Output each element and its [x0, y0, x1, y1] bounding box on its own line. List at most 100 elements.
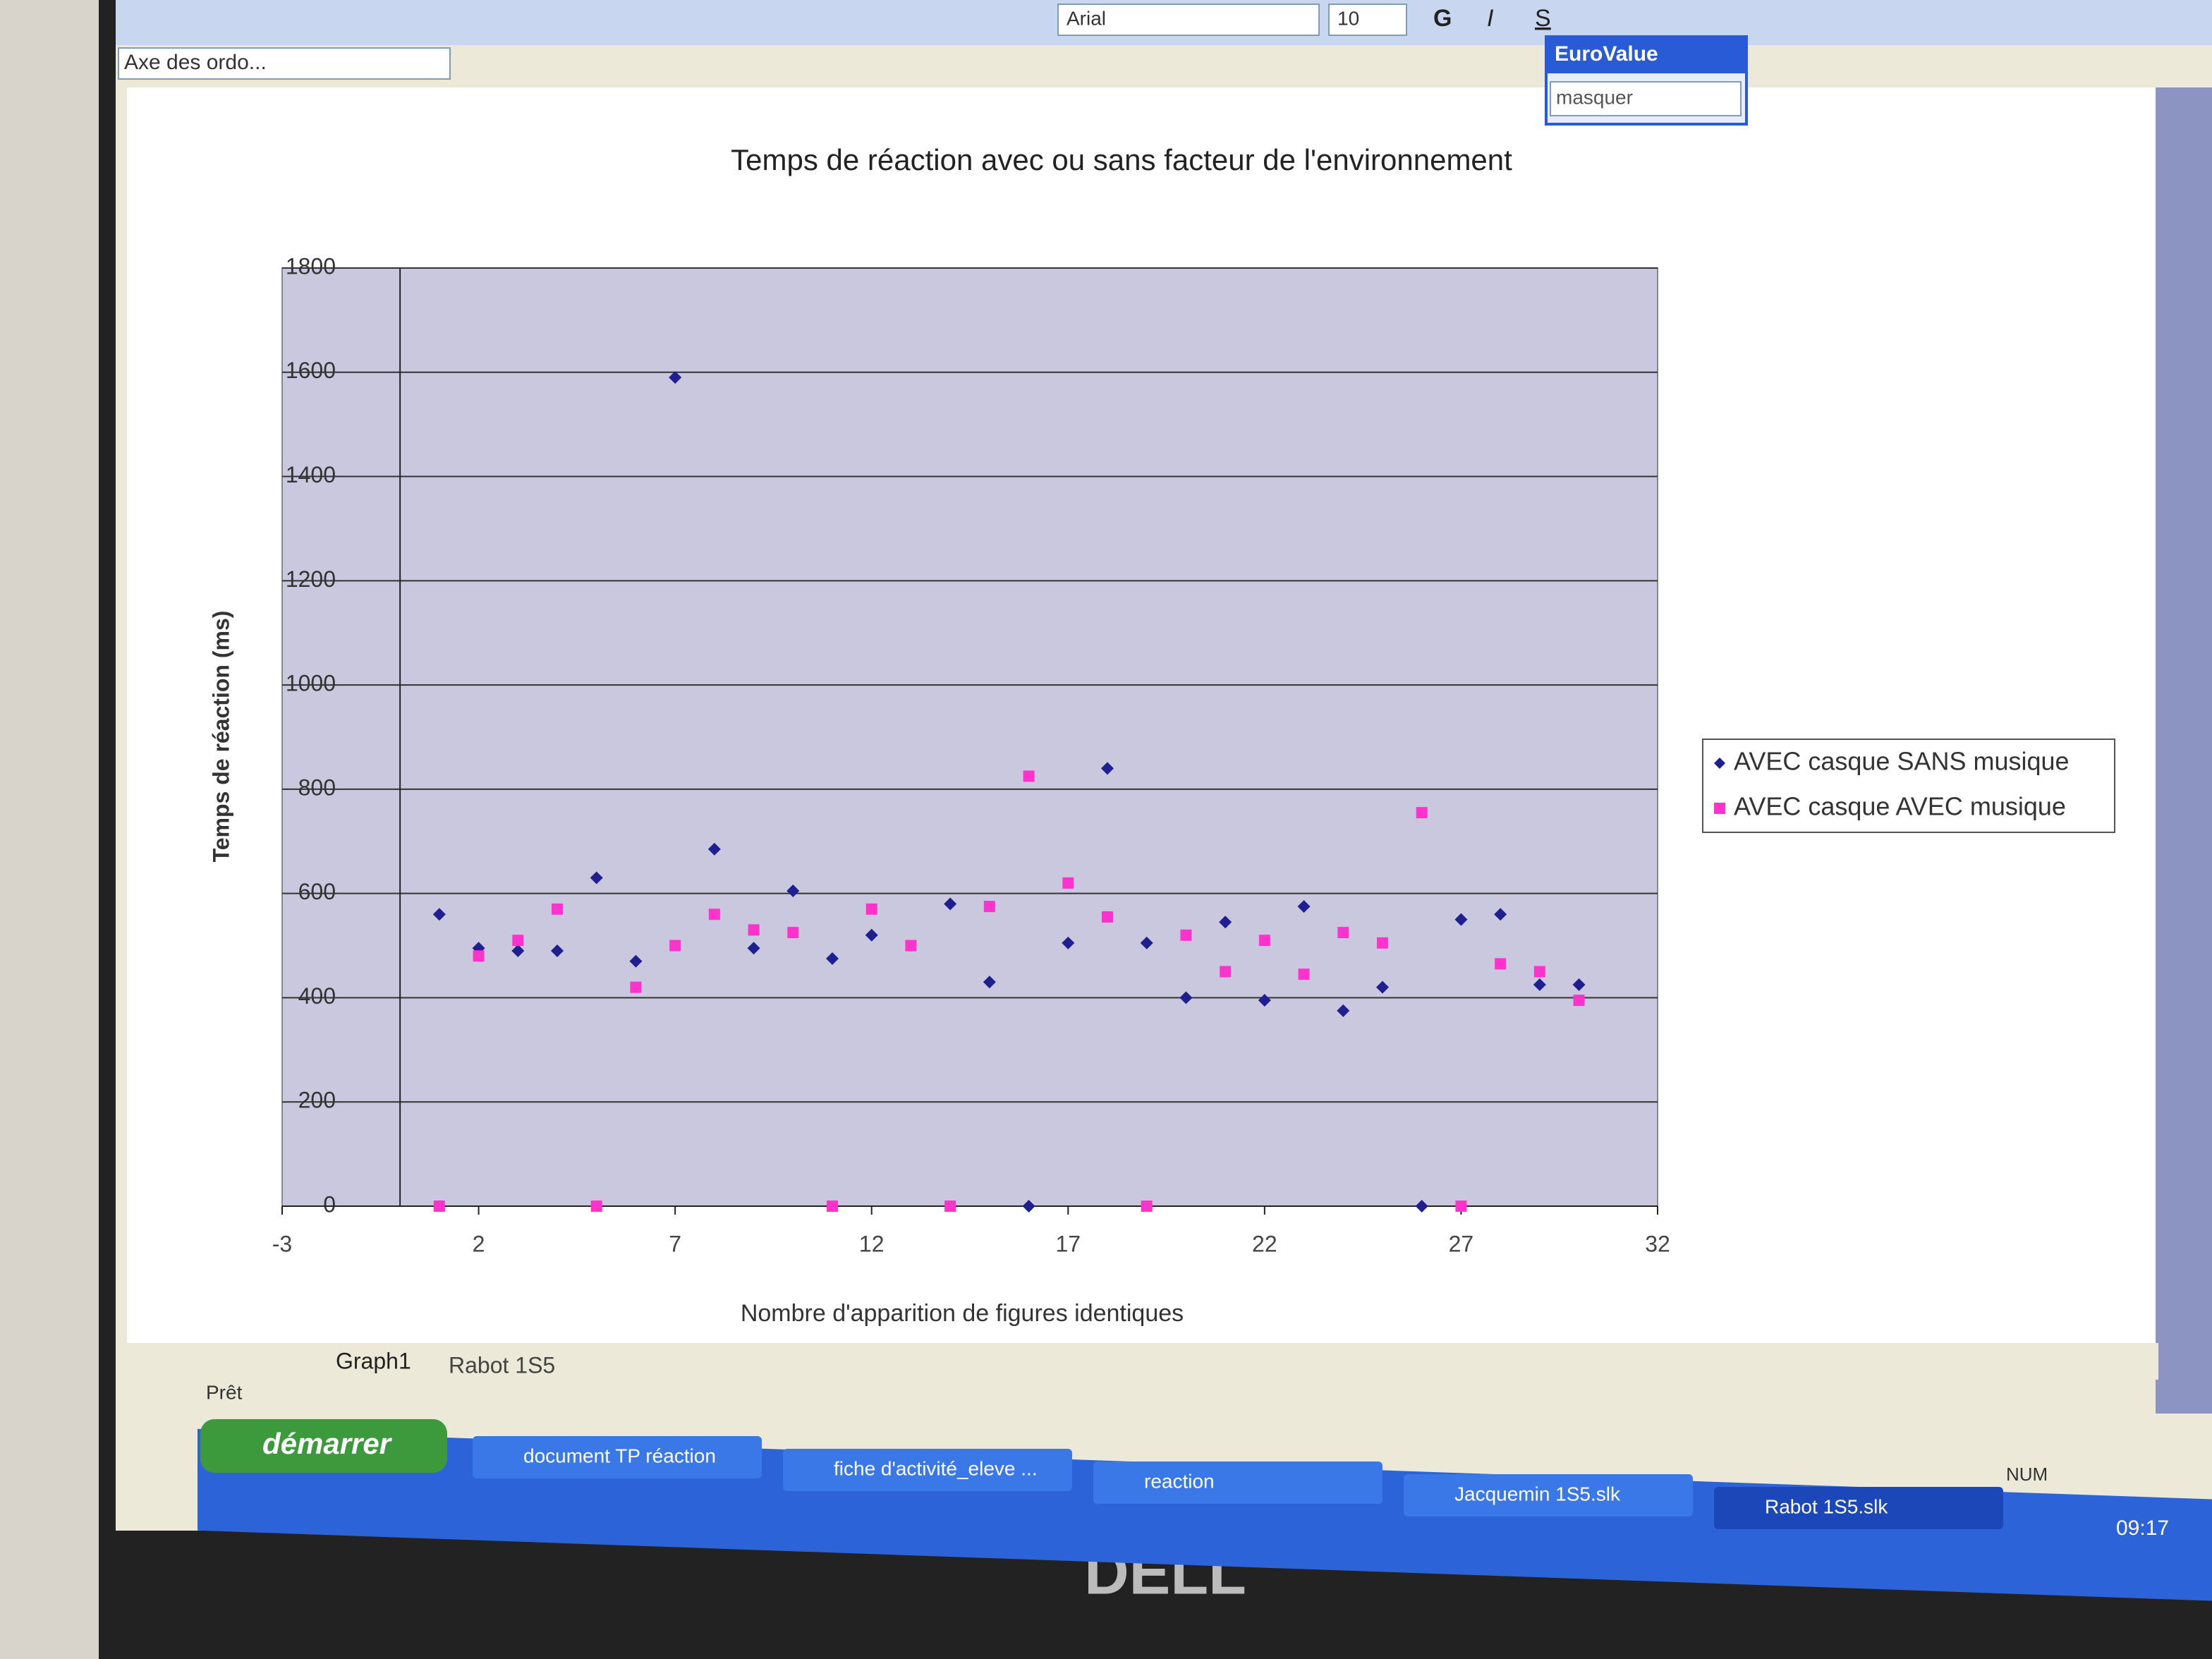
y-tick-label: 200 — [298, 1088, 336, 1113]
panel-title: EuroValue — [1555, 42, 1658, 66]
task-label: Rabot 1S5.slk — [1765, 1495, 1888, 1517]
task-button[interactable] — [1404, 1474, 1693, 1517]
point — [1572, 978, 1586, 991]
x-tick-label: 32 — [1645, 1231, 1670, 1256]
x-tick-label: -3 — [272, 1231, 292, 1256]
point — [669, 940, 681, 952]
background-wall — [0, 0, 99, 1659]
point — [1455, 1201, 1467, 1212]
point — [1258, 935, 1270, 947]
point — [590, 1201, 602, 1212]
point — [1533, 966, 1545, 978]
bold-button[interactable]: G — [1433, 5, 1452, 32]
point — [747, 942, 760, 955]
legend — [1702, 739, 2115, 833]
point — [629, 954, 643, 968]
point — [433, 1201, 445, 1212]
point — [708, 909, 720, 920]
point — [1297, 900, 1311, 913]
point — [1337, 927, 1349, 939]
point — [865, 903, 877, 915]
point — [512, 935, 524, 947]
legend-marker — [1714, 803, 1725, 814]
point — [1023, 770, 1035, 782]
name-box[interactable] — [118, 47, 451, 80]
task-button[interactable] — [473, 1436, 762, 1478]
name-box-text: Axe des ordo... — [124, 51, 267, 74]
sheet-tab[interactable]: Graph1 — [336, 1348, 411, 1373]
legend-label: AVEC casque AVEC musique — [1734, 792, 2066, 821]
x-tick-label: 12 — [859, 1231, 885, 1256]
y-tick-label: 1600 — [286, 358, 336, 383]
sheet-tab[interactable]: Rabot 1S5 — [449, 1352, 555, 1378]
point — [1495, 958, 1507, 970]
y-tick-label: 400 — [298, 983, 336, 1009]
status-ready: Prêt — [206, 1381, 243, 1403]
x-axis-title: Nombre d'apparition de figures identique… — [741, 1300, 1184, 1327]
point — [983, 901, 995, 913]
point — [1022, 1200, 1035, 1213]
point — [1454, 913, 1468, 926]
point — [551, 944, 564, 957]
y-tick-label: 1400 — [286, 462, 336, 487]
task-button[interactable] — [1093, 1462, 1382, 1504]
plot-area — [281, 267, 1658, 1207]
italic-button[interactable]: I — [1487, 5, 1494, 32]
chart: Temps de réaction avec ou sans facteur d… — [208, 143, 2115, 1327]
point — [786, 884, 800, 897]
point — [1573, 995, 1585, 1007]
x-tick-label: 7 — [669, 1231, 681, 1256]
task-label: Jacquemin 1S5.slk — [1454, 1483, 1621, 1505]
point — [1376, 980, 1389, 994]
point — [1141, 1201, 1153, 1212]
font-box[interactable] — [1057, 4, 1320, 36]
point — [1219, 916, 1232, 929]
point — [1102, 911, 1113, 923]
point — [1062, 877, 1074, 889]
x-tick-label: 27 — [1449, 1231, 1474, 1256]
x-tick-label: 22 — [1252, 1231, 1277, 1256]
point — [748, 924, 760, 936]
font-name: Arial — [1066, 7, 1106, 29]
task-label: reaction — [1144, 1470, 1215, 1492]
size-box[interactable] — [1328, 4, 1407, 36]
scrollbar[interactable] — [2156, 87, 2212, 1414]
formula-bar — [116, 45, 2212, 85]
point — [1377, 937, 1388, 949]
point — [1258, 994, 1271, 1007]
point — [865, 928, 878, 942]
point — [1494, 908, 1507, 921]
x-tick-label: 2 — [473, 1231, 485, 1256]
point — [1533, 978, 1546, 991]
panel-select[interactable] — [1550, 81, 1742, 116]
y-tick-label: 1000 — [286, 671, 336, 696]
point — [1415, 1200, 1428, 1213]
task-button[interactable] — [783, 1449, 1072, 1491]
point — [669, 371, 682, 384]
y-tick-label: 600 — [298, 879, 336, 904]
point — [1337, 1004, 1350, 1017]
point — [1416, 807, 1428, 819]
point — [944, 1201, 956, 1212]
x-tick-label: 17 — [1055, 1231, 1081, 1256]
clock: 09:17 — [2116, 1517, 2169, 1540]
point — [1101, 762, 1114, 775]
point — [432, 908, 446, 921]
y-axis-title: Temps de réaction (ms) — [208, 611, 233, 863]
point — [707, 842, 721, 856]
point — [1180, 929, 1192, 941]
legend-marker — [1714, 758, 1725, 769]
y-tick-label: 1200 — [286, 566, 336, 592]
point — [826, 952, 839, 966]
point — [905, 940, 917, 952]
point — [630, 981, 642, 993]
start-label: démarrer — [262, 1427, 393, 1460]
task-button[interactable] — [1714, 1487, 2003, 1529]
point — [983, 976, 996, 989]
point — [590, 871, 603, 885]
status-num: NUM — [2006, 1464, 2048, 1485]
start-button[interactable] — [200, 1419, 447, 1473]
task-label: fiche d'activité_eleve ... — [834, 1457, 1038, 1479]
underline-button[interactable]: S — [1535, 5, 1551, 32]
y-tick-label: 800 — [298, 774, 336, 800]
